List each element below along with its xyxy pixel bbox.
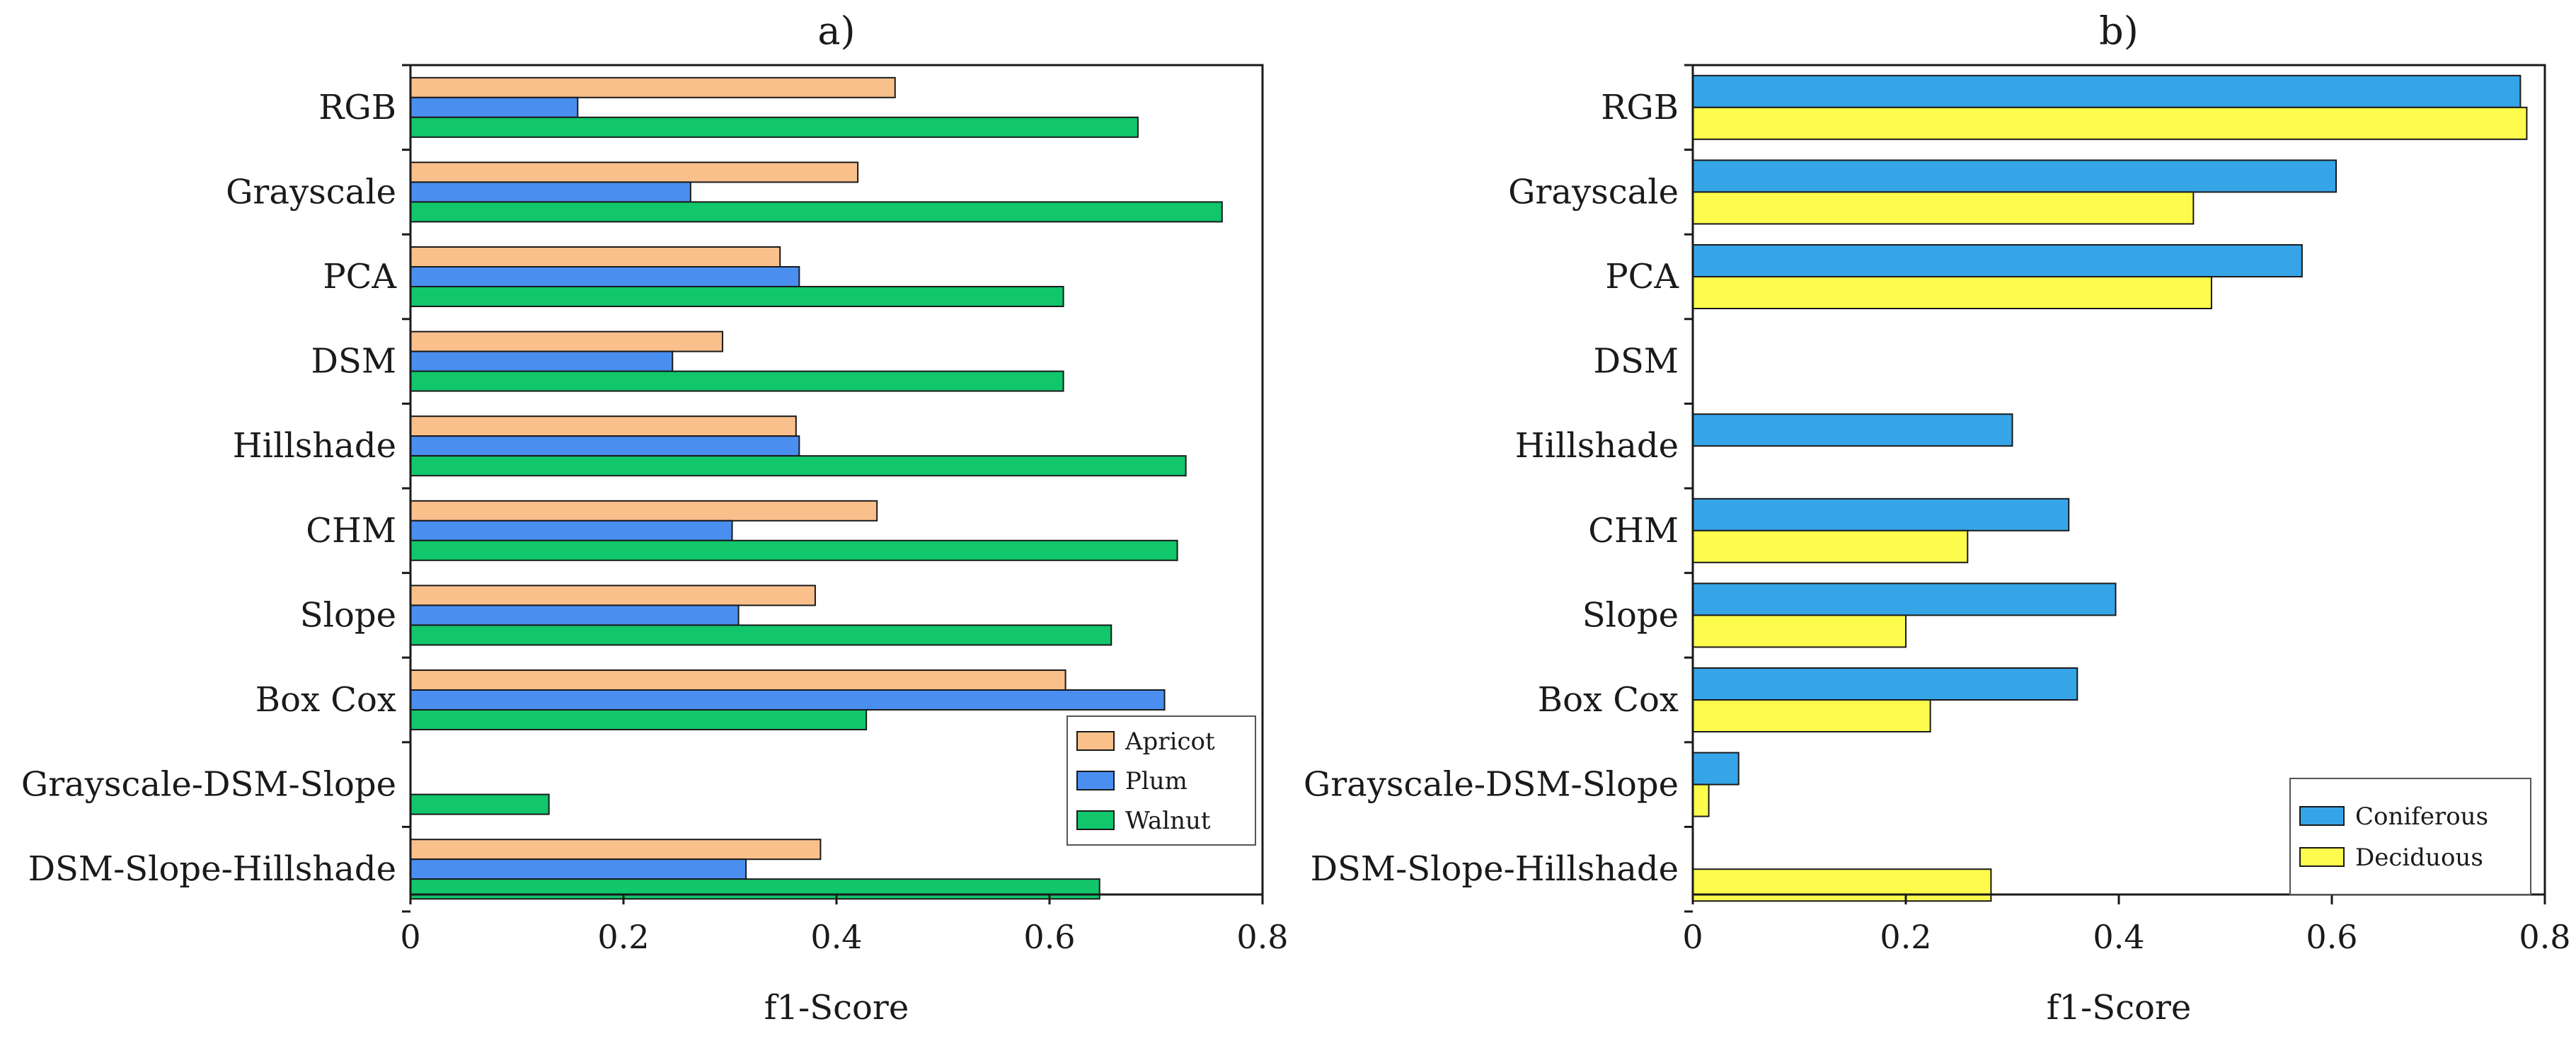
category-label: DSM-Slope-Hillshade [1311, 849, 1679, 889]
bar-walnut-4 [410, 455, 1187, 477]
legend-label-coniferous: Coniferous [2355, 803, 2488, 831]
bar-apricot-2 [410, 246, 781, 268]
bar-walnut-7 [410, 709, 868, 730]
category-label: DSM [311, 342, 396, 381]
x-tick-label: 0.4 [810, 918, 862, 956]
bar-apricot-7 [410, 669, 1066, 691]
x-axis-title: f1-Score [2047, 988, 2192, 1028]
category-label: Grayscale-DSM-Slope [1304, 765, 1679, 805]
bar-deciduous-7 [1692, 699, 1931, 732]
category-label: Hillshade [233, 426, 396, 466]
bar-deciduous-5 [1692, 529, 1969, 563]
category-label: CHM [306, 511, 396, 551]
category-label: PCA [1605, 257, 1679, 297]
bar-plum-1 [410, 181, 691, 203]
x-tick-label: 0 [400, 918, 420, 956]
bar-apricot-9 [410, 839, 822, 861]
bar-walnut-5 [410, 539, 1178, 561]
x-tick-label: 0.6 [2306, 918, 2357, 956]
bar-deciduous-0 [1692, 106, 2528, 140]
category-label: Slope [300, 595, 396, 635]
bar-plum-3 [410, 350, 674, 372]
legend-swatch-walnut [1076, 810, 1115, 830]
x-tick-label: 0.8 [2519, 918, 2570, 956]
category-label: Grayscale [226, 172, 396, 212]
bar-walnut-8 [410, 793, 550, 815]
bar-plum-4 [410, 435, 800, 457]
chart-panel-a: RGB Grayscale PCA DSM Hillshade CHM Slope Box C… [21, 8, 1289, 1028]
legend-box [2289, 778, 2531, 895]
bar-apricot-5 [410, 500, 878, 522]
bar-walnut-2 [410, 286, 1064, 307]
bar-plum-2 [410, 266, 800, 287]
bar-apricot-0 [410, 76, 896, 98]
bar-deciduous-2 [1692, 276, 2212, 309]
category-label: RGB [318, 88, 396, 127]
legend-label-deciduous: Deciduous [2355, 844, 2483, 872]
bar-plum-9 [410, 858, 747, 880]
bar-coniferous-4 [1692, 413, 2013, 447]
bar-walnut-3 [410, 370, 1064, 392]
bar-plum-0 [410, 96, 579, 118]
x-tick-label: 0.2 [597, 918, 649, 956]
x-tick-label: 0.2 [1880, 918, 1931, 956]
bar-coniferous-5 [1692, 498, 2070, 531]
bar-coniferous-7 [1692, 667, 2078, 701]
x-tick-label: 0 [1682, 918, 1703, 956]
bar-walnut-1 [410, 201, 1223, 223]
bar-coniferous-2 [1692, 244, 2303, 277]
bar-apricot-1 [410, 161, 859, 183]
category-label: RGB [1601, 88, 1679, 127]
bar-walnut-0 [410, 116, 1139, 138]
legend-swatch-coniferous [2299, 806, 2345, 826]
bar-deciduous-1 [1692, 191, 2195, 225]
x-axis-title: f1-Score [764, 988, 909, 1028]
bar-plum-6 [410, 604, 740, 626]
bar-apricot-6 [410, 585, 816, 606]
x-tick-label: 0.4 [2093, 918, 2144, 956]
category-label: PCA [323, 257, 397, 297]
bar-coniferous-1 [1692, 159, 2338, 193]
x-tick-label: 0.6 [1023, 918, 1075, 956]
legend-label-plum: Plum [1125, 767, 1188, 795]
category-label: Hillshade [1515, 426, 1679, 466]
legend-label-walnut: Walnut [1125, 807, 1211, 835]
bar-coniferous-8 [1692, 752, 1740, 786]
category-label: DSM [1593, 342, 1679, 381]
category-label: Box Cox [1538, 680, 1679, 720]
panel-title: a) [817, 8, 855, 53]
bar-plum-7 [410, 689, 1166, 711]
bar-apricot-3 [410, 330, 723, 352]
bar-coniferous-0 [1692, 74, 2522, 108]
chart-panel-b: RGB Grayscale PCA DSM Hillshade CHM Slope Box C… [1304, 8, 2571, 1028]
legend-swatch-apricot [1076, 731, 1115, 751]
bar-apricot-4 [410, 415, 797, 437]
bar-deciduous-6 [1692, 614, 1907, 648]
legend-label-apricot: Apricot [1125, 727, 1215, 756]
category-label: DSM-Slope-Hillshade [28, 849, 396, 889]
bar-deciduous-8 [1692, 783, 1710, 817]
category-label: CHM [1588, 511, 1679, 551]
category-label: Slope [1582, 595, 1679, 635]
legend-swatch-deciduous [2299, 847, 2345, 867]
category-label: Grayscale [1508, 172, 1679, 212]
category-label: Grayscale-DSM-Slope [21, 765, 396, 805]
x-tick-label: 0.8 [1236, 918, 1288, 956]
panel-title: b) [2099, 8, 2139, 53]
category-label: Box Cox [255, 680, 396, 720]
bar-plum-5 [410, 519, 733, 541]
bar-walnut-9 [410, 878, 1100, 900]
bar-walnut-6 [410, 624, 1112, 646]
bar-coniferous-6 [1692, 582, 2117, 616]
bar-deciduous-9 [1692, 868, 1992, 902]
legend-swatch-plum [1076, 771, 1115, 790]
